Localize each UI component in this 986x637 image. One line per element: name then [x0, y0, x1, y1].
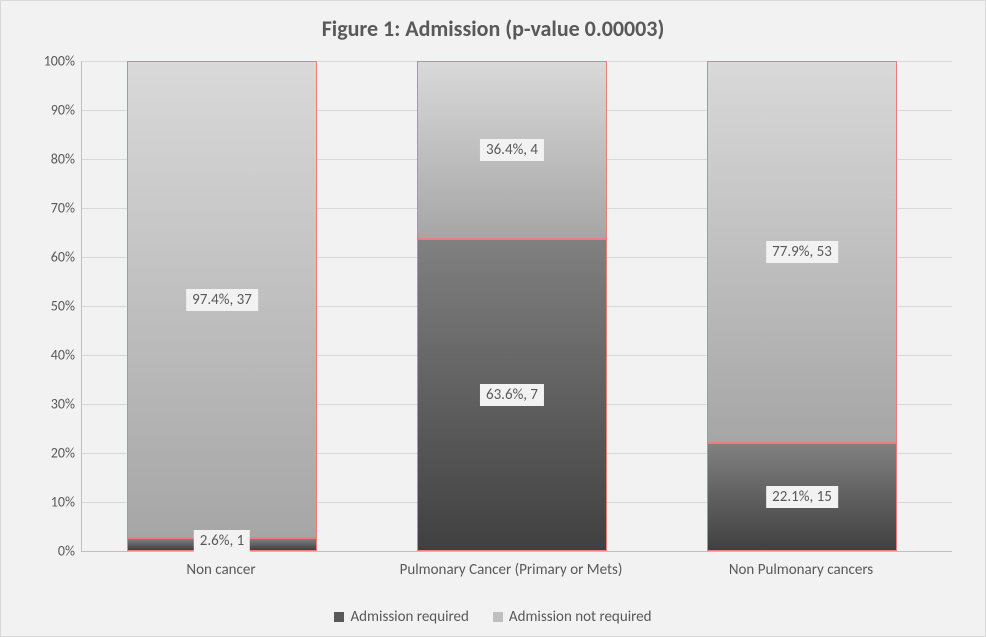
- data-label: 97.4%, 37: [186, 289, 258, 311]
- y-tick-label: 30%: [27, 396, 75, 413]
- chart-title: Figure 1: Admission (p-value 0.00003): [1, 15, 985, 42]
- legend-item-admission-required: Admission required: [334, 608, 468, 626]
- data-label: 77.9%, 53: [766, 241, 838, 263]
- y-tick-label: 0%: [27, 543, 75, 560]
- data-label: 63.6%, 7: [480, 384, 544, 406]
- data-label: 22.1%, 15: [766, 486, 838, 508]
- legend: Admission required Admission not require…: [1, 608, 985, 626]
- data-label: 2.6%, 1: [194, 530, 250, 552]
- data-label: 36.4%, 4: [480, 139, 544, 161]
- y-tick-label: 90%: [27, 102, 75, 119]
- bar-group: 63.6%, 7 36.4%, 4: [417, 61, 607, 551]
- y-tick-label: 80%: [27, 151, 75, 168]
- legend-label: Admission not required: [509, 608, 652, 626]
- legend-swatch-icon: [334, 612, 344, 622]
- bar-group: 22.1%, 15 77.9%, 53: [707, 61, 897, 551]
- y-tick-label: 40%: [27, 347, 75, 364]
- legend-item-admission-not-required: Admission not required: [493, 608, 652, 626]
- y-tick-label: 50%: [27, 298, 75, 315]
- category-label: Non Pulmonary cancers: [729, 561, 873, 579]
- bar-group: 2.6%, 1 97.4%, 37: [127, 61, 317, 551]
- y-tick-label: 60%: [27, 249, 75, 266]
- category-label: Non cancer: [186, 561, 255, 579]
- y-tick-label: 20%: [27, 445, 75, 462]
- chart-container: Figure 1: Admission (p-value 0.00003) 0%…: [0, 0, 986, 637]
- category-label: Pulmonary Cancer (Primary or Mets): [400, 561, 623, 579]
- legend-swatch-icon: [493, 612, 503, 622]
- y-tick-label: 10%: [27, 494, 75, 511]
- plot-area: 0%10%20%30%40%50%60%70%80%90%100%2.6%, 1…: [81, 61, 952, 552]
- y-tick-label: 70%: [27, 200, 75, 217]
- y-tick-label: 100%: [27, 53, 75, 70]
- legend-label: Admission required: [350, 608, 468, 626]
